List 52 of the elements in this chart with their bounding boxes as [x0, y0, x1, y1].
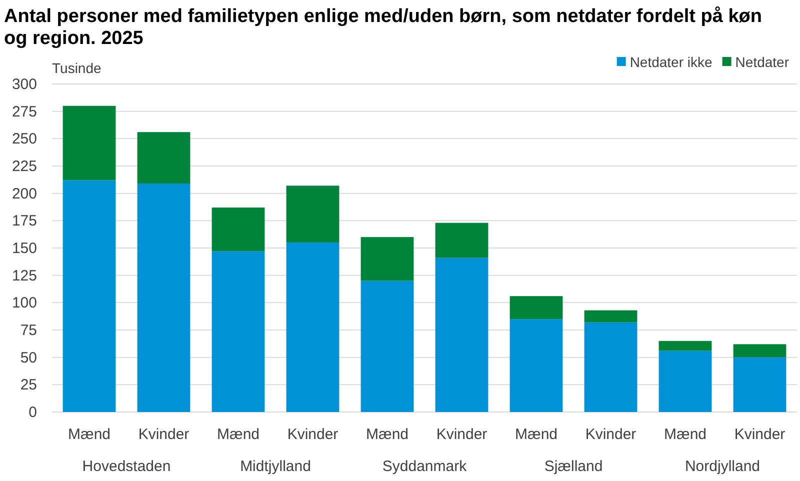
- bar: [733, 344, 786, 358]
- text: Syddanmark: [382, 458, 468, 475]
- bar: [212, 208, 265, 252]
- bar: [435, 222, 488, 258]
- bar: [435, 258, 488, 412]
- y-tick-label: 75: [20, 322, 37, 339]
- y-tick-label: 175: [12, 212, 37, 230]
- bar: [286, 242, 340, 412]
- y-tick-label: 250: [12, 130, 37, 148]
- y-tick-label: 300: [12, 76, 37, 93]
- bar: [733, 357, 786, 412]
- bar: [137, 132, 190, 184]
- chart-title: Antal personer med familietypen enlige med/uden børn, som netdater fordelt på køn og region. 2025: [4, 6, 762, 49]
- bar: [62, 180, 116, 412]
- text: Sjælland: [544, 458, 603, 475]
- y-tick-label: 225: [12, 158, 37, 175]
- y-tick-label: 150: [12, 240, 37, 257]
- bar: [286, 186, 340, 243]
- bar: [658, 350, 712, 412]
- y-tick-label: 200: [12, 185, 37, 202]
- x-tick-label: Mænd: [366, 426, 409, 443]
- y-axis-title: Tusinde: [52, 60, 102, 76]
- legend-label: Netdater: [735, 54, 790, 70]
- y-tick-label: 50: [20, 349, 37, 366]
- bar: [212, 251, 265, 412]
- bar: [658, 340, 712, 351]
- x-tick-label: Mænd: [68, 426, 111, 443]
- x-tick-label: Kvinder: [734, 426, 786, 443]
- bar: [137, 183, 190, 412]
- bar: [62, 106, 116, 180]
- text: Hovedstaden: [82, 458, 171, 475]
- bar: [360, 280, 414, 412]
- legend-label: Netdater ikke: [630, 54, 713, 70]
- bar: [584, 322, 638, 412]
- y-tick-label: 275: [12, 103, 37, 120]
- x-tick-label: Kvinder: [585, 426, 636, 443]
- x-tick-label: Mænd: [216, 426, 260, 443]
- x-tick-label: Mænd: [664, 426, 707, 443]
- bar: [510, 296, 563, 320]
- text: Nordjylland: [684, 458, 760, 475]
- bar: [360, 237, 414, 281]
- x-tick-label: Kvinder: [138, 426, 190, 443]
- x-tick-label: Kvinder: [436, 426, 488, 443]
- y-tick-label: 100: [12, 294, 37, 312]
- y-tick-label: 125: [12, 267, 37, 284]
- y-tick-label: 25: [20, 376, 37, 394]
- x-tick-label: Kvinder: [287, 426, 338, 443]
- text: Midtjylland: [240, 458, 311, 475]
- x-tick-label: Mænd: [514, 426, 558, 443]
- bar: [584, 310, 638, 322]
- y-tick-label: 0: [28, 404, 37, 421]
- bar: [510, 319, 563, 412]
